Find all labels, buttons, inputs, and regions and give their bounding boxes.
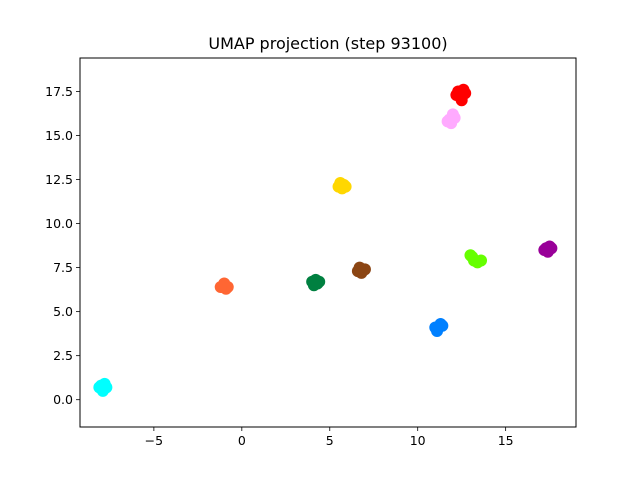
x-tick-label: 10 (410, 433, 426, 448)
data-point (442, 115, 454, 127)
data-point (93, 381, 105, 393)
data-point (215, 281, 227, 293)
y-tick-label: 12.5 (45, 172, 73, 187)
data-point (340, 181, 352, 193)
x-tick-label: 0 (238, 433, 246, 448)
chart-title: UMAP projection (step 93100) (208, 34, 447, 53)
x-tick-label: −5 (145, 433, 163, 448)
data-point (540, 242, 552, 254)
data-point (433, 321, 445, 333)
x-tick-label: 15 (498, 433, 514, 448)
data-point (475, 255, 487, 267)
plot-area-frame (80, 58, 576, 427)
y-axis: 0.0 2.5 5.0 7.5 10.0 12.5 15.0 17.5 (45, 84, 80, 407)
y-tick-label: 5.0 (53, 304, 73, 319)
y-tick-label: 0.0 (53, 392, 73, 407)
data-point (354, 262, 366, 274)
y-tick-label: 2.5 (53, 348, 73, 363)
data-point (313, 276, 325, 288)
y-tick-label: 15.0 (45, 128, 73, 143)
x-axis: −5 0 5 10 15 (145, 427, 514, 448)
x-tick-label: 5 (326, 433, 334, 448)
y-tick-label: 7.5 (53, 260, 73, 275)
data-point (450, 89, 462, 101)
y-tick-label: 17.5 (45, 84, 73, 99)
scatter-points (93, 84, 557, 397)
data-point (464, 249, 476, 261)
y-tick-label: 10.0 (45, 216, 73, 231)
